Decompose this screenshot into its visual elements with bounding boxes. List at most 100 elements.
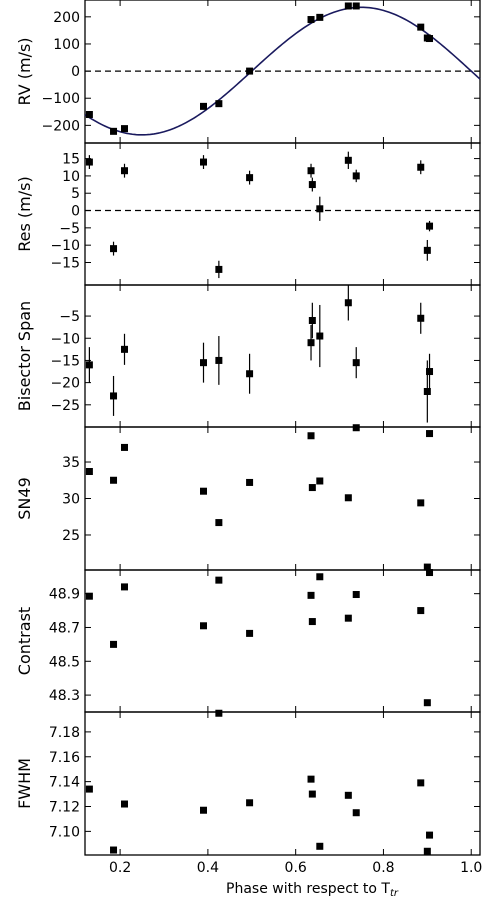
data-point-res [246,174,254,182]
x-axis-label: Phase with respect to Ttr [226,881,399,899]
data-point-sn [316,477,324,485]
data-point-bis [200,359,207,367]
data-point-rv [110,127,118,135]
data-point-bis [246,370,254,378]
data-point-rv [121,125,128,133]
y-tick-label-rv: 100 [53,37,80,53]
data-point-rv [426,35,434,43]
data-point-rv [417,23,425,31]
y-tick-label-bis: −5 [59,309,80,325]
data-point-fwhm [426,831,434,839]
y-tick-label-bis: −25 [50,398,80,414]
x-tick-label: 0.6 [285,860,307,876]
data-point-con [316,573,324,581]
data-point-sn [85,468,93,476]
data-point-sn [417,499,425,507]
panel-frame-sn [84,426,481,571]
y-tick-label-fwhm: 7.12 [49,800,80,816]
y-tick-label-rv: −100 [42,91,80,107]
y-tick-label-sn: 25 [62,528,80,544]
y-tick-label-con: 48.9 [49,587,80,603]
data-point-res [215,265,223,273]
data-point-fwhm [316,842,324,850]
data-point-bis [85,361,93,369]
data-point-bis [344,299,352,307]
data-point-sn [307,432,315,440]
y-tick-label-res: −15 [50,255,80,271]
data-point-res [200,158,207,166]
data-point-fwhm [200,806,207,814]
data-point-con [110,640,118,648]
data-point-rv [307,16,315,24]
y-axis-label-bis: Bisector Span [15,301,34,411]
y-tick-label-bis: −15 [50,353,80,369]
y-axis-label-sn: SN49 [15,477,34,519]
data-point-con [426,569,434,577]
y-tick-label-res: −10 [50,238,80,254]
data-point-rv [200,102,207,110]
data-point-sn [308,484,316,492]
data-point-bis [121,345,128,353]
panel-bis: −25 −20 −15 −10 −5 Bisector Span [15,284,481,428]
data-point-sn [200,487,207,495]
data-point-sn [246,478,254,486]
data-point-con [121,583,128,591]
data-point-res [110,245,118,253]
data-point-res [352,172,360,180]
data-point-con [200,622,207,630]
y-tick-label-rv: 200 [53,10,80,26]
data-point-rv [215,100,223,108]
data-point-bis [110,392,118,400]
data-point-fwhm [85,785,93,793]
data-point-sn [110,476,118,484]
data-point-res [316,205,324,213]
data-point-res [417,163,425,171]
y-tick-label-fwhm: 7.10 [49,824,80,840]
data-point-fwhm [110,846,118,854]
data-point-res [426,222,434,230]
y-axis-label-rv: RV (m/s) [15,37,34,105]
data-point-rv [344,2,352,10]
data-point-con [344,614,352,622]
data-point-res [308,181,316,189]
x-axis-label-main: Phase with respect to T [226,881,390,897]
data-point-res [121,167,128,175]
data-point-con [85,592,93,600]
y-tick-label-res: 10 [62,169,80,185]
data-point-con [308,618,316,626]
data-point-rv [85,111,93,119]
data-point-bis [307,339,315,347]
data-point-res [423,246,431,254]
data-point-bis [215,356,223,364]
data-point-fwhm [344,791,352,799]
y-tick-label-res: 15 [62,152,80,168]
data-point-sn [121,443,128,451]
data-point-res [85,158,93,166]
data-point-fwhm [246,799,254,807]
data-point-fwhm [352,809,360,817]
y-tick-label-con: 48.7 [49,620,80,636]
y-tick-label-fwhm: 7.16 [49,750,80,766]
y-tick-label-rv: 0 [71,64,80,80]
data-point-res [344,156,352,164]
data-point-fwhm [308,790,316,798]
y-tick-label-bis: −10 [50,331,80,347]
data-point-con [246,629,254,637]
panel-con: 48.3 48.5 48.7 48.9 Contrast [15,569,481,713]
fit-curve-rv [84,6,481,136]
y-tick-label-rv: −200 [42,118,80,134]
data-point-res [307,167,315,175]
x-tick-label: 0.4 [197,860,219,876]
data-point-sn [344,494,352,502]
panel-sn: 25 30 35 SN49 [15,424,481,571]
data-point-fwhm [215,709,223,717]
data-point-fwhm [307,775,315,783]
y-axis-label-fwhm: FWHM [15,758,34,809]
data-point-rv [352,2,360,10]
y-tick-label-con: 48.3 [49,688,80,704]
y-tick-label-con: 48.5 [49,654,80,670]
data-point-bis [426,368,434,376]
